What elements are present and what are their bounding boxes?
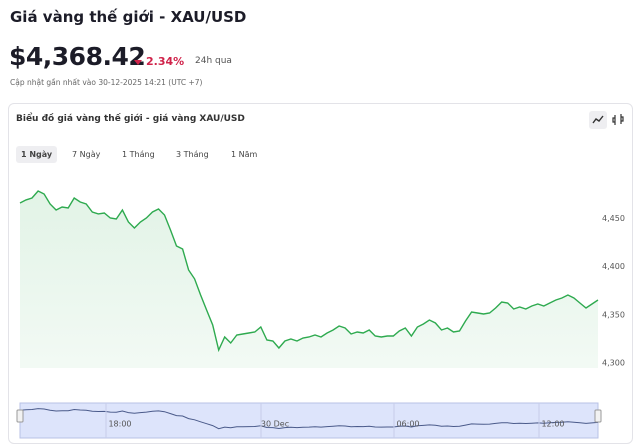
tab[interactable]: 1 Ngày [16,146,58,163]
y-tick-label: 4,450 [602,214,625,223]
price-change: 2.34% [146,55,185,68]
price-line [19,190,599,353]
page-title: Giá vàng thế giới - XAU/USD [10,8,247,26]
navigator-line [19,408,599,430]
navigator-bg [19,402,599,439]
down-arrow [134,60,142,65]
navigator-handle[interactable] [594,409,602,423]
navigator-label: 06:00 [396,420,419,429]
chart-type-buttons[interactable] [588,110,628,130]
navigator-label: 18:00 [108,420,131,429]
tab[interactable]: 3 Tháng [176,150,209,159]
y-tick-label: 4,350 [602,310,625,319]
navigator-label: 12:00 [541,420,564,429]
chart-card [8,103,633,444]
navigator-label: 30 Dec [261,420,289,429]
tab[interactable]: 1 Tháng [122,150,155,159]
y-tick-label: 4,300 [602,359,625,368]
change-period: 24h qua [195,56,232,66]
tab[interactable]: 7 Ngày [72,150,101,159]
navigator-handle[interactable] [16,409,24,423]
tab[interactable]: 1 Năm [231,150,258,159]
updated-time: Cập nhật gần nhất vào 30-12-2025 14:21 (… [10,78,203,87]
card-title: Biểu đồ giá vàng thế giới - giá vàng XAU… [16,114,245,124]
area [20,191,598,368]
price: $4,368.42 [9,42,146,71]
y-tick-label: 4,400 [602,262,625,271]
